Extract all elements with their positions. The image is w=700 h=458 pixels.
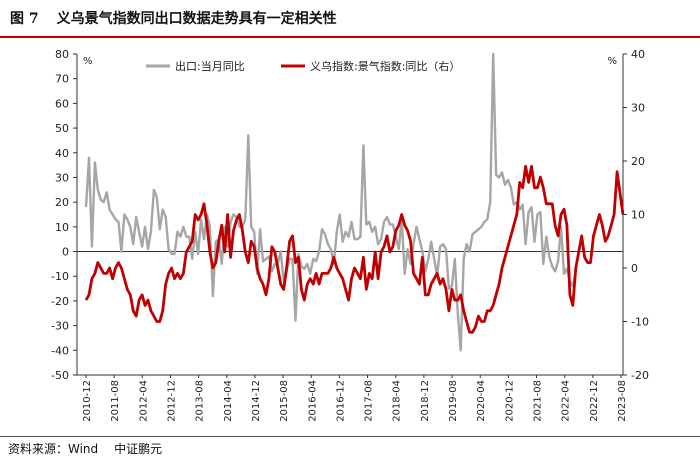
- left-tick-label: 50: [55, 122, 69, 135]
- x-tick-label: 2017-08: [364, 380, 375, 422]
- x-tick-label: 2021-08: [533, 380, 544, 422]
- right-axis-unit: %: [607, 56, 617, 67]
- left-tick-label: 10: [55, 221, 69, 234]
- left-tick-label: -40: [51, 344, 69, 357]
- x-tick-label: 2018-12: [420, 380, 431, 422]
- right-tick-label: 0: [631, 262, 638, 275]
- legend: 出口:当月同比 义乌指数:景气指数:同比（右）: [146, 59, 460, 73]
- x-tick-label: 2020-12: [504, 380, 515, 422]
- x-tick-label: 2016-04: [307, 380, 318, 422]
- right-tick-label: 20: [631, 155, 645, 168]
- right-tick-label: 40: [631, 48, 645, 61]
- left-tick-label: 30: [55, 171, 69, 184]
- series-lines: [84, 52, 625, 352]
- source-label: 资料来源：Wind: [8, 442, 99, 456]
- x-tick-label: 2012-12: [166, 380, 177, 422]
- right-tick-label: 30: [631, 102, 645, 115]
- legend-label-export: 出口:当月同比: [175, 59, 245, 73]
- x-tick-label: 2022-04: [561, 380, 572, 422]
- series-line-yiwu: [84, 164, 625, 334]
- right-tick-label: 10: [631, 209, 645, 222]
- right-tick-label: -10: [631, 316, 649, 329]
- x-tick-label: 2019-08: [448, 380, 459, 422]
- title-rule: [0, 36, 700, 38]
- right-tick-label: -20: [631, 369, 649, 382]
- x-tick-label: 2015-08: [279, 380, 290, 422]
- x-tick-label: 2023-08: [617, 380, 628, 422]
- left-tick-label: 20: [55, 196, 69, 209]
- left-tick-label: 60: [55, 97, 69, 110]
- x-tick-label: 2011-08: [110, 380, 121, 422]
- left-tick-label: -50: [51, 369, 69, 382]
- left-tick-label: -10: [51, 270, 69, 283]
- x-tick-label: 2018-04: [392, 380, 403, 422]
- x-tick-label: 2020-04: [476, 380, 487, 422]
- source-org: 中证鹏元: [114, 442, 163, 456]
- figure-title-text: 义乌景气指数同出口数据走势具有一定相关性: [56, 11, 337, 27]
- x-tick-label: 2014-12: [251, 380, 262, 422]
- left-tick-label: 70: [55, 73, 69, 86]
- source-line: 资料来源：Wind 中证鹏元: [8, 440, 162, 457]
- left-tick-label: -30: [51, 320, 69, 333]
- x-tick-label: 2022-12: [589, 380, 600, 422]
- left-tick-label: -20: [51, 295, 69, 308]
- source-rule: [0, 436, 700, 437]
- x-tick-label: 2010-12: [82, 380, 93, 422]
- series-line-export: [84, 52, 577, 352]
- left-axis-unit: %: [83, 56, 93, 67]
- legend-label-yiwu: 义乌指数:景气指数:同比（右）: [310, 59, 460, 73]
- x-tick-label: 2013-08: [195, 380, 206, 422]
- figure-number: 图 7: [10, 11, 39, 27]
- left-tick-label: 0: [62, 246, 69, 259]
- x-tick-label: 2014-04: [223, 380, 234, 422]
- figure-title: 图 7 义乌景气指数同出口数据走势具有一定相关性: [10, 8, 337, 28]
- x-tick-label: 2012-04: [138, 380, 149, 422]
- left-tick-label: 40: [55, 147, 69, 160]
- x-tick-label: 2016-12: [335, 380, 346, 422]
- left-tick-label: 80: [55, 48, 69, 61]
